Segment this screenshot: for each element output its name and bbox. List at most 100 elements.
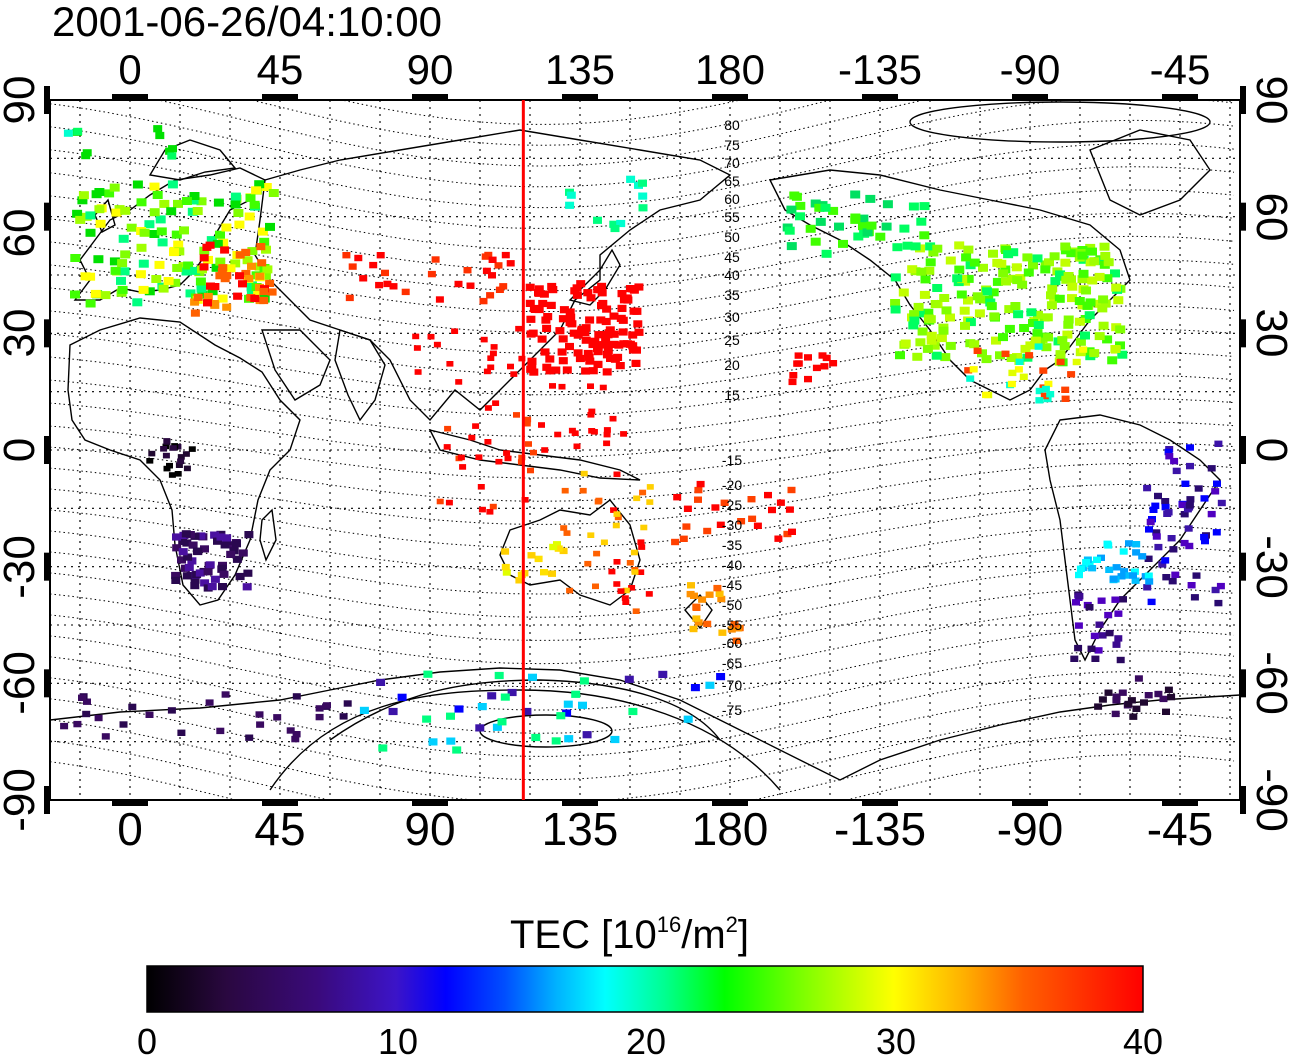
tec-point [920, 275, 931, 284]
tec-point [226, 550, 236, 558]
tec-point [1167, 535, 1176, 542]
tec-point [785, 506, 794, 513]
tec-point [572, 291, 582, 299]
tec-point [925, 242, 936, 251]
contour-label: -55 [722, 617, 742, 633]
tec-point [820, 363, 829, 370]
tec-point [534, 305, 544, 314]
contour-label: -45 [722, 577, 742, 593]
tec-point [110, 266, 121, 275]
geomag-contour [50, 442, 1235, 502]
tec-point [908, 202, 919, 211]
tec-point [1063, 320, 1074, 329]
tec-point [909, 316, 920, 325]
tec-point [768, 506, 776, 514]
tec-point [181, 530, 191, 538]
geomag-contour [50, 351, 1235, 417]
tec-point [573, 443, 581, 450]
tec-point [1055, 350, 1066, 359]
tec-point [1117, 350, 1128, 359]
tec-point [545, 355, 555, 363]
tec-point [436, 498, 444, 505]
tec-point [585, 316, 595, 324]
tec-point [540, 348, 550, 356]
tec-point [1207, 465, 1216, 472]
tec-point [495, 458, 503, 465]
frame-tick [562, 800, 598, 806]
tec-point [1143, 484, 1152, 492]
south-contour-inner [329, 679, 721, 741]
tec-point [445, 499, 453, 506]
tec-point [1039, 367, 1048, 374]
tec-point [1028, 319, 1038, 327]
tec-point [489, 503, 497, 510]
tec-point [866, 221, 877, 230]
tec-point [446, 737, 456, 745]
tec-point [622, 587, 630, 594]
tec-point [94, 188, 105, 196]
tec-point [599, 384, 607, 391]
tec-point [451, 328, 459, 334]
geomag-contour [50, 504, 1235, 572]
tec-point [212, 239, 223, 248]
tec-point [913, 302, 924, 311]
tec-point [138, 259, 149, 268]
frame-tick [44, 202, 50, 231]
tec-point [73, 720, 82, 728]
tec-point [1105, 629, 1114, 637]
tec-point [210, 531, 220, 539]
tec-point [858, 222, 868, 231]
tec-point [1098, 696, 1107, 703]
tec-point [216, 727, 225, 735]
tec-point [793, 360, 802, 367]
tec-point [243, 569, 253, 577]
tec-point [527, 357, 537, 365]
tec-point [1033, 321, 1044, 329]
tec-point [1075, 571, 1083, 579]
tec-point [624, 675, 634, 683]
tec-point [617, 304, 627, 312]
tec-point [694, 496, 702, 503]
tec-point [1094, 703, 1103, 710]
tec-point [217, 294, 228, 303]
tec-point [646, 484, 654, 490]
tec-point [626, 560, 634, 566]
tec-point [525, 299, 535, 307]
tec-point [444, 425, 452, 432]
lon-tick-label: 135 [545, 46, 615, 93]
tec-point [468, 434, 476, 441]
tec-point [185, 289, 196, 298]
tec-point [291, 735, 300, 743]
tec-point [454, 705, 464, 713]
tec-point [221, 691, 230, 698]
tec-point [172, 544, 182, 552]
tec-point [205, 561, 215, 569]
left-latitude-labels: 90 60 30 0 -30 -60 -90 [0, 76, 44, 832]
tec-point [1035, 387, 1044, 395]
tec-point [609, 220, 619, 228]
tec-point [600, 539, 608, 546]
frame-tick [1012, 94, 1048, 100]
tec-point [190, 266, 201, 275]
lat-tick-label: -60 [1247, 651, 1292, 715]
tec-point [617, 588, 625, 594]
tec-point [564, 735, 574, 743]
tec-point [178, 548, 188, 556]
tec-point [315, 705, 324, 712]
tec-point [858, 214, 869, 223]
tec-point [375, 281, 384, 289]
tec-point [177, 458, 185, 465]
tec-point [1077, 275, 1088, 284]
tec-point [605, 326, 615, 334]
colorbar-tick-label: 0 [137, 1021, 157, 1057]
tec-point [527, 467, 534, 474]
tec-point [587, 383, 594, 389]
tec-point [163, 465, 171, 472]
tec-observations [60, 125, 1226, 754]
tec-point [671, 538, 680, 546]
tec-point [1061, 386, 1070, 393]
tec-point [587, 412, 595, 418]
tec-point [936, 334, 947, 343]
tec-point [1132, 705, 1141, 712]
tec-point [1074, 317, 1085, 326]
